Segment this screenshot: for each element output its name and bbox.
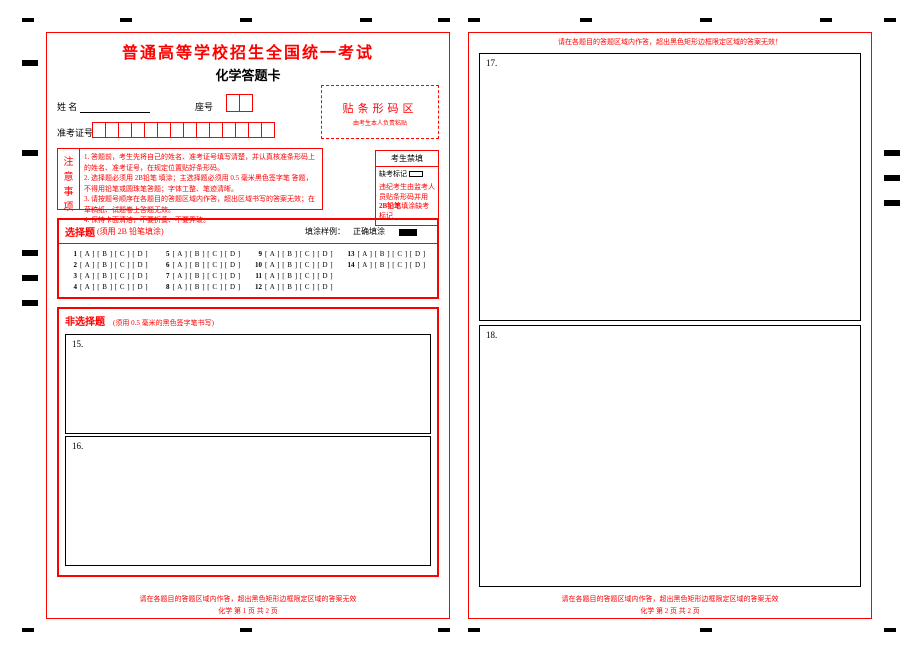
question-15-area[interactable]: 15.: [65, 334, 431, 434]
absent-header: 考生禁填: [376, 151, 438, 167]
essay-title: 非选择题: [65, 317, 105, 328]
mc-question-4[interactable]: 4[ A ] [ B ] [ C ] [ D ]: [67, 283, 152, 291]
notice-box: 注 意 事 项 1. 答题前，考生先将自己的姓名、准考证号填写清楚，并认真核准条…: [57, 148, 323, 210]
mc-question-1[interactable]: 1[ A ] [ B ] [ C ] [ D ]: [67, 250, 152, 258]
name-input-line[interactable]: [80, 103, 150, 113]
mc-question-14[interactable]: 14[ A ] [ B ] [ C ] [ D ]: [345, 261, 430, 269]
footer-page-right: 化学 第 2 页 共 2 页: [469, 606, 871, 616]
question-17-area[interactable]: 17.: [479, 53, 861, 321]
mc-example: 填涂样例： 正确填涂: [305, 226, 431, 237]
name-label: 姓 名: [57, 100, 150, 113]
top-warning-right: 请在各题目的答题区域内作答，超出黑色矩形边框限定区域的答案无效！: [469, 37, 871, 47]
mc-question-12[interactable]: 12[ A ] [ B ] [ C ] [ D ]: [252, 283, 337, 291]
footer-page-left: 化学 第 1 页 共 2 页: [47, 606, 449, 616]
mc-question-8[interactable]: 8[ A ] [ B ] [ C ] [ D ]: [160, 283, 245, 291]
absent-mark-box[interactable]: [409, 171, 423, 177]
seat-number-boxes[interactable]: [227, 94, 253, 112]
exam-id-boxes[interactable]: [93, 122, 275, 138]
mc-question-6[interactable]: 6[ A ] [ B ] [ C ] [ D ]: [160, 261, 245, 269]
mc-question-9[interactable]: 9[ A ] [ B ] [ C ] [ D ]: [252, 250, 337, 258]
answer-sheet-page-1: 普通高等学校招生全国统一考试 化学答题卡 姓 名 座号 准考证号 贴条形码区 由…: [46, 32, 450, 619]
sub-title: 化学答题卡: [47, 65, 449, 84]
multiple-choice-section: 选择题 (须用 2B 铅笔填涂) 填涂样例： 正确填涂 1[ A ] [ B ]…: [57, 218, 439, 299]
absent-body: 缺考标记 违纪考生由监考人员贴条形码并用2B铅笔填涂缺考标记: [376, 167, 438, 225]
mc-subtitle: (须用 2B 铅笔填涂): [97, 226, 164, 237]
main-title: 普通高等学校招生全国统一考试: [47, 39, 449, 63]
seat-label: 座号: [195, 100, 213, 113]
exam-id-label: 准考证号: [57, 126, 93, 139]
mc-question-blank: [345, 272, 430, 280]
mc-question-7[interactable]: 7[ A ] [ B ] [ C ] [ D ]: [160, 272, 245, 280]
mc-title: 选择题: [65, 224, 95, 239]
essay-header: 非选择题 (须用 0.5 毫米的黑色签字笔书写): [59, 309, 437, 332]
mc-question-2[interactable]: 2[ A ] [ B ] [ C ] [ D ]: [67, 261, 152, 269]
mc-question-3[interactable]: 3[ A ] [ B ] [ C ] [ D ]: [67, 272, 152, 280]
barcode-zone: 贴条形码区 由考生本人负责粘贴: [321, 85, 439, 139]
right-body: 17. 18.: [479, 53, 861, 587]
answer-sheet-page-2: 请在各题目的答题区域内作答，超出黑色矩形边框限定区域的答案无效！ 17. 18.…: [468, 32, 872, 619]
barcode-note: 由考生本人负责粘贴: [322, 118, 438, 127]
essay-section-left: 非选择题 (须用 0.5 毫米的黑色签字笔书写) 15. 16.: [57, 307, 439, 577]
mc-question-10[interactable]: 10[ A ] [ B ] [ C ] [ D ]: [252, 261, 337, 269]
barcode-title: 贴条形码区: [322, 100, 438, 116]
question-18-area[interactable]: 18.: [479, 325, 861, 587]
mc-question-5[interactable]: 5[ A ] [ B ] [ C ] [ D ]: [160, 250, 245, 258]
mc-body: 1[ A ] [ B ] [ C ] [ D ] 5[ A ] [ B ] [ C…: [59, 244, 437, 297]
mc-question-13[interactable]: 13[ A ] [ B ] [ C ] [ D ]: [345, 250, 430, 258]
essay-subtitle: (须用 0.5 毫米的黑色签字笔书写): [113, 319, 214, 327]
notice-text: 1. 答题前，考生先将自己的姓名、准考证号填写清楚，并认真核准条形码上的姓名、准…: [80, 149, 322, 209]
footer-warning-right: 请在各题目的答题区域内作答，超出黑色矩形边框限定区域的答案无效: [469, 594, 871, 604]
mc-question-11[interactable]: 11[ A ] [ B ] [ C ] [ D ]: [252, 272, 337, 280]
question-16-area[interactable]: 16.: [65, 436, 431, 566]
notice-header: 注 意 事 项: [58, 149, 80, 209]
filled-example-icon: [399, 229, 417, 236]
footer-warning-left: 请在各题目的答题区域内作答，超出黑色矩形边框限定区域的答案无效: [47, 594, 449, 604]
absent-box: 考生禁填 缺考标记 违纪考生由监考人员贴条形码并用2B铅笔填涂缺考标记: [375, 150, 439, 226]
mc-question-blank: [345, 283, 430, 291]
